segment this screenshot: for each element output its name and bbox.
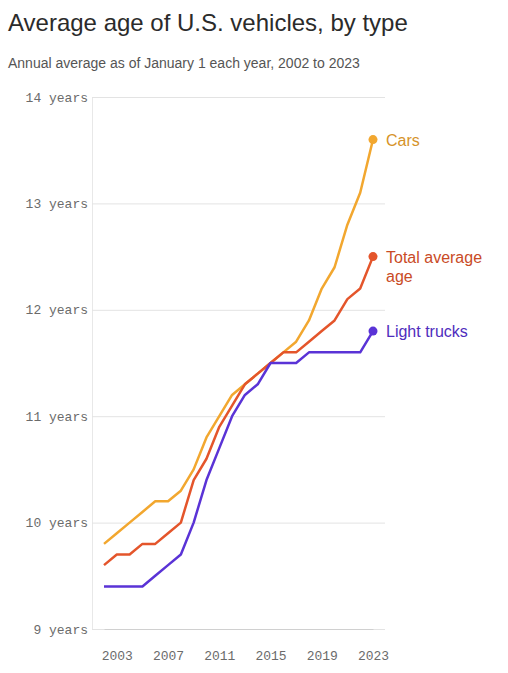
- x-tick: 2015: [255, 629, 286, 664]
- series-labels: Cars Total average age Light trucks: [386, 132, 487, 341]
- y-tick-label: 14 years: [26, 91, 88, 106]
- y-tick: 13 years: [26, 197, 385, 212]
- x-tick-label: 2003: [102, 649, 133, 664]
- x-axis-line: [105, 629, 374, 630]
- x-tick: 2003: [102, 629, 133, 664]
- y-tick-label: 9 years: [33, 623, 88, 638]
- end-point: [369, 252, 378, 261]
- chart: Average age of U.S. vehicles, by type Ann…: [0, 0, 508, 673]
- series-line: [104, 331, 373, 586]
- plot-area: [104, 135, 378, 586]
- y-tick-label: 12 years: [26, 303, 88, 318]
- grid-line: [92, 416, 385, 417]
- grid-line: [92, 629, 385, 630]
- series-label: Cars: [386, 132, 420, 149]
- y-tick: 11 years: [26, 410, 385, 425]
- grid-line: [92, 523, 385, 524]
- y-axis-line: [92, 98, 93, 630]
- end-point: [369, 135, 378, 144]
- y-tick: 9 years: [33, 623, 385, 638]
- y-tick: 10 years: [26, 516, 385, 531]
- x-tick-label: 2011: [204, 649, 235, 664]
- x-tick-label: 2015: [255, 649, 286, 664]
- subtitle: Annual average as of January 1 each year…: [8, 55, 360, 71]
- grid-line: [92, 97, 385, 98]
- series-label: Light trucks: [386, 323, 468, 340]
- series-line: [104, 140, 373, 544]
- x-tick: 2023: [358, 629, 389, 664]
- series-line: [104, 257, 373, 566]
- x-tick: 2011: [204, 629, 235, 664]
- y-tick: 14 years: [26, 91, 385, 106]
- x-tick: 2019: [307, 629, 338, 664]
- grid-line: [92, 203, 385, 204]
- y-tick-label: 10 years: [26, 516, 88, 531]
- end-point: [369, 327, 378, 336]
- y-axis: 9 years 10 years 11 years 12 years 13 years 1…: [26, 91, 385, 638]
- x-tick: 2007: [153, 629, 184, 664]
- x-tick-label: 2019: [307, 649, 338, 664]
- x-axis: 2003 2007 2011 2015 2019 2023: [102, 629, 389, 664]
- y-tick: 12 years: [26, 303, 385, 318]
- y-tick-label: 11 years: [26, 410, 88, 425]
- x-tick-label: 2023: [358, 649, 389, 664]
- series-label: Total average age: [386, 249, 487, 285]
- title: Average age of U.S. vehicles, by type: [8, 9, 408, 36]
- x-tick-label: 2007: [153, 649, 184, 664]
- y-tick-label: 13 years: [26, 197, 88, 212]
